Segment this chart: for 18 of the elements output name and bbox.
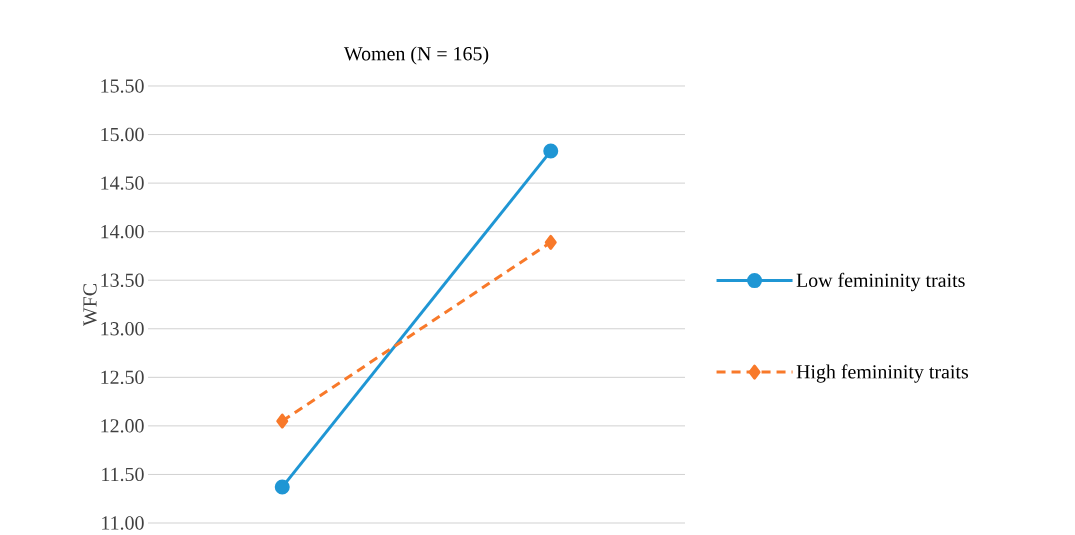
- point: [276, 413, 289, 429]
- y-tick-label: 15.50: [101, 79, 144, 93]
- chart-title: Women (N = 165): [343, 46, 489, 65]
- y-tick-label: 12.00: [101, 419, 144, 433]
- y-tick-label: 13.50: [101, 273, 144, 287]
- y-tick-label: 11.50: [102, 467, 144, 482]
- legend-label: Low femininity traits: [796, 272, 965, 292]
- y-tick-label: 13.00: [101, 322, 144, 336]
- y-tick-label: 14.00: [101, 224, 144, 239]
- y-tick-label: 12.50: [101, 370, 144, 385]
- y-tick-label: 11.00: [102, 516, 144, 530]
- y-tick-label: 14.50: [101, 176, 144, 190]
- point: [274, 479, 290, 495]
- legend-label: High femininity traits: [796, 364, 969, 383]
- point: [543, 143, 559, 159]
- y-tick-label: 15.00: [101, 127, 144, 142]
- y-axis-title: WFC: [83, 284, 97, 327]
- point: [544, 234, 557, 250]
